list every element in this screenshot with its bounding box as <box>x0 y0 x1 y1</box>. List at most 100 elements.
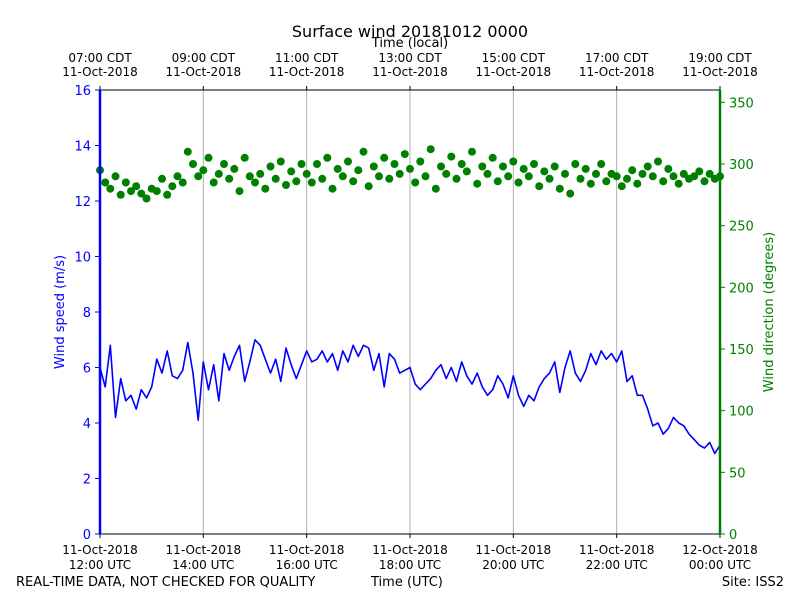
wind-direction-point <box>364 182 373 191</box>
wind-direction-point <box>251 178 259 187</box>
wind-direction-point <box>462 167 471 176</box>
wind-direction-point <box>390 160 399 168</box>
wind-direction-point <box>576 174 585 183</box>
wind-direction-point <box>695 167 704 176</box>
wind-direction-point <box>571 160 580 168</box>
x-tick-time: 12:00 UTC <box>69 558 131 572</box>
wind-direction-point <box>194 172 203 181</box>
wind-direction-point <box>617 182 626 191</box>
x-tick-date: 11-Oct-2018 <box>269 543 345 557</box>
wind-direction-point <box>261 184 270 193</box>
wind-direction-point <box>457 160 466 168</box>
wind-direction-point <box>178 178 187 187</box>
top-tick-date: 11-Oct-2018 <box>269 65 345 79</box>
site-label: Site: ISS2 <box>721 575 784 590</box>
x-tick-date: 11-Oct-2018 <box>372 543 448 557</box>
wind-speed-line <box>99 338 721 455</box>
wind-direction-point <box>648 172 657 181</box>
wind-direction-point <box>535 182 544 191</box>
left-axis-label: Wind speed (m/s) <box>53 255 68 369</box>
wind-direction-point <box>158 174 166 183</box>
wind-direction-point <box>173 172 182 181</box>
wind-direction-point <box>333 164 342 173</box>
wind-direction-point <box>633 179 642 188</box>
wind-direction-point <box>395 169 404 178</box>
wind-direction-point <box>628 166 637 175</box>
x-tick-date: 12-Oct-2018 <box>682 543 758 557</box>
wind-direction-point <box>519 164 528 173</box>
wind-direction-point <box>240 153 249 162</box>
y-ticks-right: 0 50 100 150 200 250 300 350 <box>720 96 754 543</box>
top-tick-date: 11-Oct-2018 <box>476 65 552 79</box>
wind-direction-point <box>266 162 275 171</box>
x-tick-time: 14:00 UTC <box>172 558 234 572</box>
wind-direction-point <box>586 179 595 188</box>
wind-direction-point <box>111 172 120 181</box>
y-left-tick-label: 2 <box>83 473 91 488</box>
wind-direction-point <box>152 187 161 196</box>
wind-direction-point <box>276 157 285 166</box>
wind-direction-point <box>328 184 337 193</box>
wind-direction-point <box>385 174 394 183</box>
y-right-tick-label: 300 <box>729 158 754 173</box>
wind-direction-point <box>106 184 115 193</box>
wind-direction-point <box>214 169 223 178</box>
top-tick-time: 07:00 CDT <box>68 51 132 65</box>
wind-direction-point <box>674 179 683 188</box>
wind-direction-point <box>452 174 461 183</box>
wind-direction-point <box>282 181 290 189</box>
y-right-tick-label: 100 <box>729 405 754 420</box>
wind-direction-point <box>287 167 296 176</box>
wind-direction-series <box>96 145 724 203</box>
wind-direction-point <box>483 169 492 178</box>
y-left-tick-label: 12 <box>74 195 91 210</box>
wind-direction-point <box>426 145 435 154</box>
top-tick-date: 11-Oct-2018 <box>579 65 655 79</box>
wind-direction-point <box>504 172 513 181</box>
top-tick-time: 09:00 CDT <box>172 51 236 65</box>
wind-direction-point <box>375 172 383 181</box>
wind-direction-point <box>447 152 456 161</box>
top-tick-time: 15:00 CDT <box>482 51 546 65</box>
top-tick-time: 13:00 CDT <box>378 51 442 65</box>
wind-direction-point <box>638 169 647 178</box>
wind-direction-point <box>230 164 239 173</box>
wind-direction-point <box>323 153 332 162</box>
x-grid <box>202 90 618 534</box>
wind-direction-point <box>137 189 146 198</box>
wind-direction-point <box>313 160 321 168</box>
y-right-tick-label: 200 <box>729 281 754 296</box>
y-left-tick-label: 16 <box>74 84 91 99</box>
wind-direction-point <box>406 164 414 173</box>
wind-direction-point <box>602 177 611 186</box>
wind-direction-point <box>555 184 564 193</box>
y-left-tick-label: 8 <box>83 306 91 321</box>
wind-direction-point <box>220 160 228 168</box>
wind-direction-point <box>369 162 378 171</box>
wind-direction-point <box>700 177 709 186</box>
wind-direction-point <box>199 166 208 175</box>
wind-direction-point <box>705 169 714 178</box>
wind-direction-point <box>623 174 631 183</box>
y-right-tick-label: 0 <box>729 528 737 543</box>
top-tick-time: 17:00 CDT <box>585 51 649 65</box>
wind-direction-point <box>163 190 172 199</box>
wind-direction-point <box>690 172 699 181</box>
wind-direction-point <box>318 174 327 183</box>
y-left-tick-label: 14 <box>74 140 91 155</box>
x-tick-time: 00:00 UTC <box>689 558 751 572</box>
wind-direction-point <box>664 164 673 173</box>
wind-direction-point <box>189 160 197 168</box>
wind-direction-point <box>121 178 130 187</box>
wind-direction-point <box>209 178 218 187</box>
wind-direction-point <box>127 187 135 196</box>
wind-direction-point <box>101 178 110 187</box>
x-ticks-utc: 11-Oct-2018 12:00 UTC 11-Oct-2018 14:00 UTC… <box>62 534 758 572</box>
wind-direction-point <box>561 169 569 178</box>
wind-direction-point <box>530 160 538 168</box>
wind-direction-point <box>654 157 662 166</box>
x-tick-date: 11-Oct-2018 <box>579 543 655 557</box>
wind-direction-point <box>416 157 425 166</box>
wind-direction-point <box>132 182 141 191</box>
y-ticks-left: 0 2 4 6 8 10 12 14 16 <box>74 84 100 543</box>
